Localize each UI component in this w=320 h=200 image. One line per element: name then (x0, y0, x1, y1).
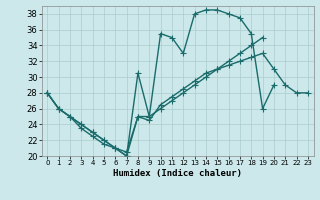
X-axis label: Humidex (Indice chaleur): Humidex (Indice chaleur) (113, 169, 242, 178)
